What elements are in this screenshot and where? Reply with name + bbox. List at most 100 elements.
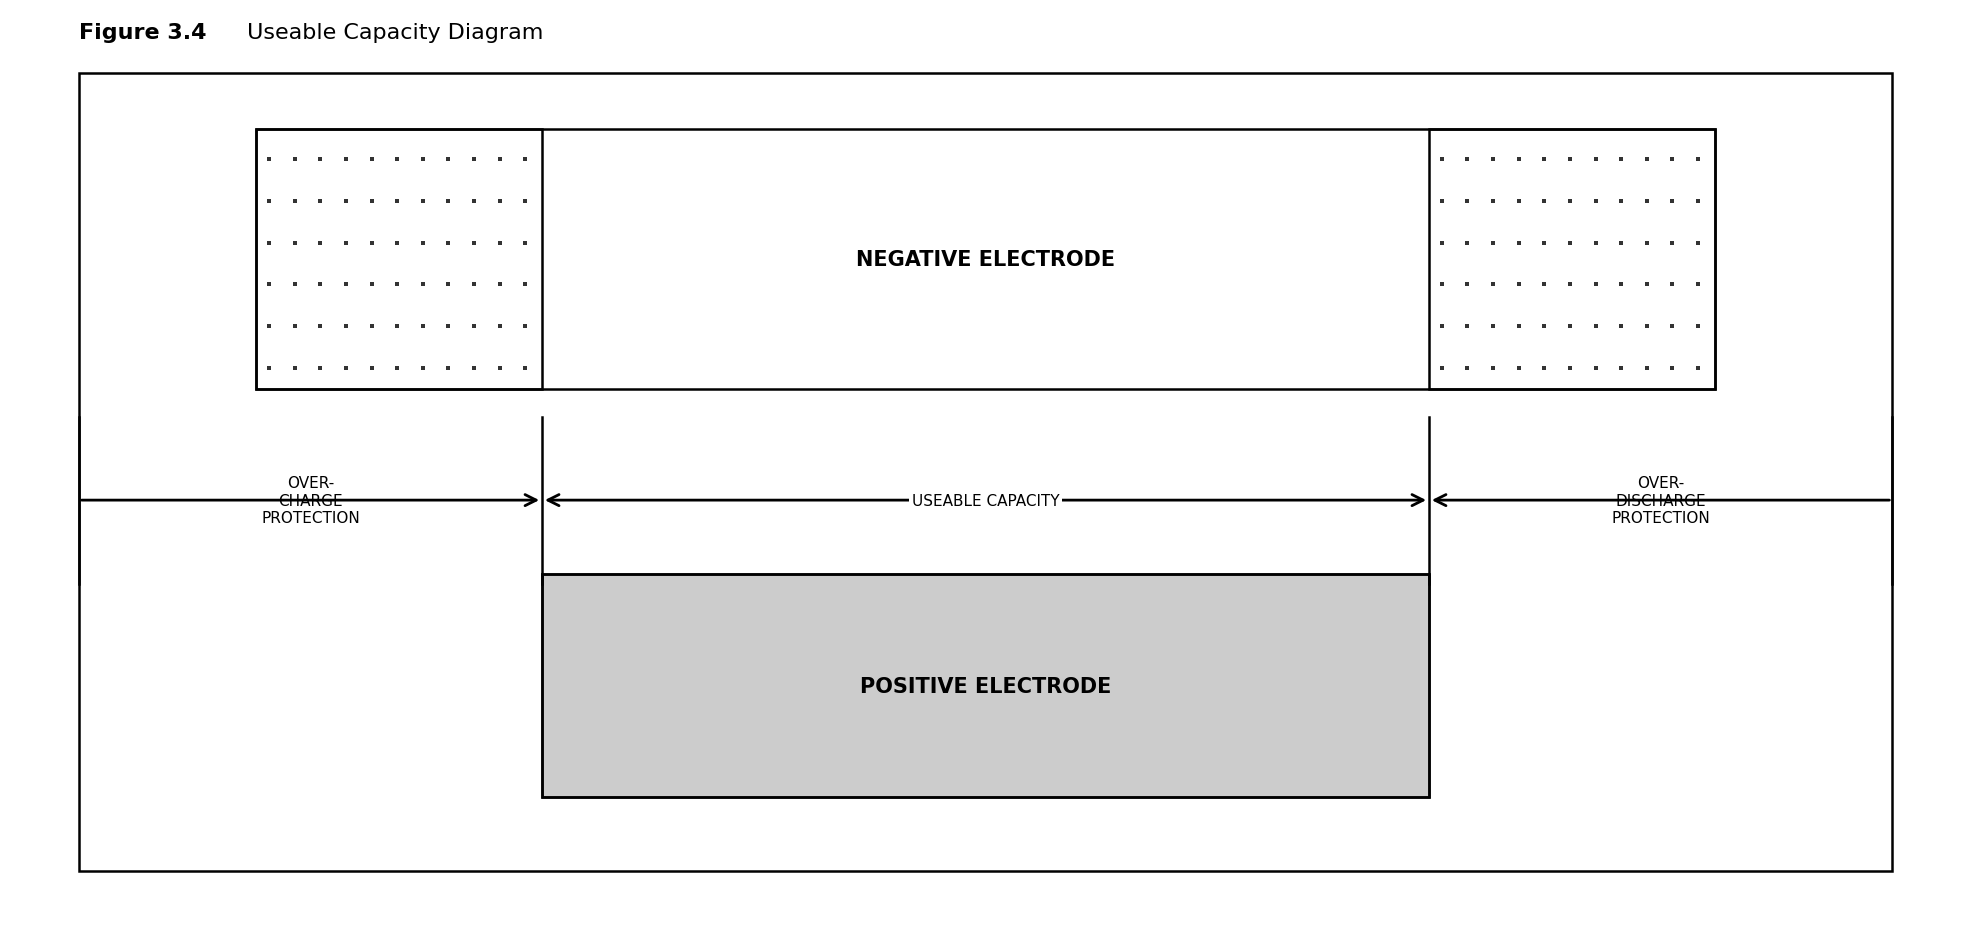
Point: [331, 278, 363, 293]
Point: [434, 319, 465, 335]
Point: [331, 319, 363, 335]
Point: [434, 278, 465, 293]
Point: [459, 319, 491, 335]
Point: [485, 152, 516, 167]
Point: [1604, 319, 1636, 335]
Point: [485, 235, 516, 250]
Point: [1476, 319, 1508, 335]
Bar: [79, 74, 1892, 871]
Point: [382, 235, 414, 250]
Point: [510, 235, 542, 250]
Point: [1476, 361, 1508, 376]
Point: [306, 361, 337, 376]
Point: [357, 319, 388, 335]
Point: [1656, 152, 1687, 167]
Point: [1425, 235, 1457, 250]
Point: [510, 319, 542, 335]
Point: [510, 278, 542, 293]
Text: POSITIVE ELECTRODE: POSITIVE ELECTRODE: [859, 676, 1112, 696]
Point: [382, 152, 414, 167]
Point: [459, 278, 491, 293]
Point: [1528, 278, 1559, 293]
Point: [1528, 194, 1559, 209]
Point: [1683, 194, 1715, 209]
Point: [306, 319, 337, 335]
Point: [1476, 152, 1508, 167]
Point: [382, 278, 414, 293]
Point: [1683, 361, 1715, 376]
Point: [510, 361, 542, 376]
Point: [408, 319, 440, 335]
Point: [306, 152, 337, 167]
Point: [1476, 235, 1508, 250]
Point: [408, 278, 440, 293]
Point: [1528, 361, 1559, 376]
Point: [459, 194, 491, 209]
Point: [280, 235, 311, 250]
Text: NEGATIVE ELECTRODE: NEGATIVE ELECTRODE: [855, 249, 1116, 270]
Point: [1604, 278, 1636, 293]
Point: [1451, 152, 1482, 167]
Point: [408, 361, 440, 376]
Point: [382, 194, 414, 209]
Point: [331, 152, 363, 167]
Point: [1425, 194, 1457, 209]
Point: [382, 319, 414, 335]
Point: [1502, 319, 1533, 335]
Bar: [256, 130, 1715, 389]
Point: [1604, 361, 1636, 376]
Point: [1528, 319, 1559, 335]
Point: [1683, 152, 1715, 167]
Point: [1656, 319, 1687, 335]
Point: [357, 152, 388, 167]
Text: USEABLE CAPACITY: USEABLE CAPACITY: [913, 493, 1058, 508]
Point: [434, 194, 465, 209]
Point: [280, 361, 311, 376]
Point: [1581, 278, 1612, 293]
Point: [357, 194, 388, 209]
Bar: [1429, 130, 1715, 389]
Point: [1632, 319, 1664, 335]
Point: [1632, 361, 1664, 376]
Point: [408, 152, 440, 167]
Text: Useable Capacity Diagram: Useable Capacity Diagram: [240, 23, 544, 44]
Point: [1502, 278, 1533, 293]
Point: [1502, 152, 1533, 167]
Point: [1553, 235, 1585, 250]
Point: [1632, 235, 1664, 250]
Point: [331, 235, 363, 250]
Point: [1451, 235, 1482, 250]
Point: [252, 319, 286, 335]
Point: [1553, 278, 1585, 293]
Text: OVER-
DISCHARGE
PROTECTION: OVER- DISCHARGE PROTECTION: [1610, 476, 1711, 526]
Point: [280, 319, 311, 335]
Point: [1656, 194, 1687, 209]
Point: [1683, 278, 1715, 293]
Point: [408, 194, 440, 209]
Point: [434, 152, 465, 167]
Point: [331, 361, 363, 376]
Point: [1683, 319, 1715, 335]
Point: [252, 194, 286, 209]
Point: [510, 152, 542, 167]
Point: [306, 194, 337, 209]
Text: OVER-
CHARGE
PROTECTION: OVER- CHARGE PROTECTION: [260, 476, 361, 526]
Point: [252, 235, 286, 250]
Bar: [256, 130, 542, 389]
Point: [280, 194, 311, 209]
Point: [306, 235, 337, 250]
Point: [408, 235, 440, 250]
Point: [1451, 361, 1482, 376]
Point: [1604, 152, 1636, 167]
Point: [1425, 152, 1457, 167]
Point: [331, 194, 363, 209]
Point: [1581, 361, 1612, 376]
Point: [1632, 152, 1664, 167]
Point: [1656, 235, 1687, 250]
Point: [459, 235, 491, 250]
Point: [1656, 361, 1687, 376]
Point: [510, 194, 542, 209]
Point: [1553, 194, 1585, 209]
Point: [1451, 319, 1482, 335]
Point: [1476, 194, 1508, 209]
